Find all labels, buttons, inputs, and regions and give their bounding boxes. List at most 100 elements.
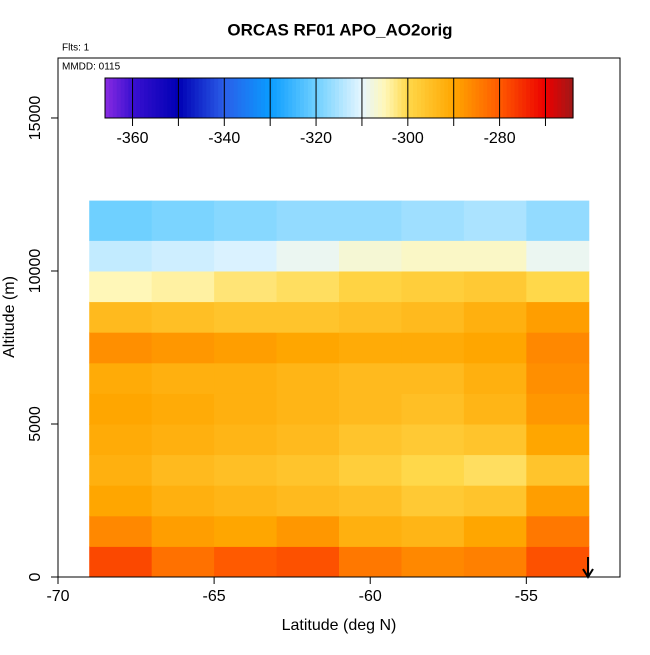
heat-cell	[401, 240, 465, 272]
y-tick-label: 0	[27, 572, 44, 581]
colorbar-swatch	[342, 78, 348, 118]
heat-cell	[339, 301, 402, 333]
heat-cell	[89, 332, 153, 364]
colorbar-swatch	[225, 78, 231, 118]
heat-cell	[401, 362, 465, 394]
colorbar-swatch	[557, 78, 562, 118]
y-tick-label: 15000	[27, 96, 44, 141]
colorbar-swatch	[128, 78, 133, 118]
heat-cell	[339, 454, 402, 486]
colorbar-swatch	[413, 78, 418, 118]
x-tick-label: -55	[515, 588, 538, 605]
heat-cell	[214, 393, 278, 425]
heat-cell	[526, 270, 590, 303]
heat-cell	[339, 240, 402, 272]
colorbar-swatch	[307, 78, 313, 118]
colorbar-swatch	[495, 78, 500, 118]
colorbar-swatch	[327, 78, 332, 118]
colorbar-swatch	[502, 78, 508, 118]
heat-cell	[526, 515, 590, 547]
colorbar-swatch	[448, 78, 453, 118]
colorbar-swatch	[218, 78, 223, 118]
heat-cell	[526, 546, 590, 578]
colorbar-swatch	[561, 78, 566, 118]
colorbar-swatch	[186, 78, 192, 118]
heat-cell	[401, 270, 465, 303]
heat-cell	[276, 454, 340, 486]
colorbar-swatch	[249, 78, 254, 118]
colorbar-swatch	[276, 78, 282, 118]
x-axis-label: Latitude (deg N)	[282, 617, 397, 634]
colorbar-swatch	[159, 78, 165, 118]
heat-cell	[151, 301, 215, 333]
colorbar-swatch	[456, 78, 461, 118]
heat-cell	[339, 423, 402, 456]
heat-cell	[89, 393, 153, 425]
colorbar-swatch	[335, 78, 340, 118]
heat-cell	[89, 485, 153, 517]
colorbar-swatch	[569, 78, 574, 118]
heat-cell	[214, 362, 278, 394]
colorbar-swatch	[530, 78, 535, 118]
heat-cell	[151, 362, 215, 394]
heat-cell	[151, 240, 215, 272]
heat-cell	[151, 270, 215, 303]
colorbar-swatch	[300, 78, 305, 118]
colorbar-swatch	[436, 78, 441, 118]
colorbar-tick-label: -340	[208, 130, 240, 147]
heat-cell	[401, 485, 465, 517]
colorbar-swatch	[319, 78, 324, 118]
heat-cell	[89, 454, 153, 486]
colorbar-swatch	[331, 78, 336, 118]
colorbar-swatch	[167, 78, 172, 118]
colorbar-swatch	[132, 78, 137, 118]
heat-cell	[463, 485, 527, 517]
colorbar-swatch	[120, 78, 126, 118]
heat-cell	[526, 362, 590, 394]
colorbar-swatch	[112, 78, 118, 118]
colorbar-frame	[104, 77, 574, 119]
colorbar-swatch	[459, 78, 465, 118]
heat-cell	[463, 454, 527, 486]
colorbar-swatch	[537, 78, 543, 118]
heat-cell	[89, 546, 153, 578]
colorbar-swatch	[311, 78, 317, 118]
heat-cell	[526, 485, 590, 517]
note: Flts: 1	[62, 43, 90, 54]
colorbar-swatch	[105, 78, 110, 118]
colorbar-swatch	[194, 78, 200, 118]
heat-cell	[276, 393, 340, 425]
colorbar-swatch	[518, 78, 523, 118]
heat-cell	[276, 240, 340, 272]
colorbar-swatch	[292, 78, 297, 118]
colorbar-swatch	[116, 78, 122, 118]
heat-cell	[339, 332, 402, 364]
colorbar-swatch	[202, 78, 207, 118]
plot-frame	[57, 57, 621, 578]
heat-cell	[463, 301, 527, 333]
heat-cell	[89, 362, 153, 394]
heat-cell	[151, 393, 215, 425]
colorbar-swatch	[526, 78, 531, 118]
colorbar-swatch	[420, 78, 426, 118]
colorbar-swatch	[284, 78, 289, 118]
heat-cell	[151, 515, 215, 547]
heat-cell	[339, 393, 402, 425]
colorbar-tick-label: -300	[392, 130, 424, 147]
heat-cell	[401, 301, 465, 333]
colorbar-swatch	[428, 78, 434, 118]
heat-cell	[151, 485, 215, 517]
colorbar-swatch	[183, 78, 188, 118]
heat-cell	[463, 423, 527, 456]
colorbar-swatch	[237, 78, 243, 118]
colorbar-swatch	[370, 78, 375, 118]
colorbar-swatch	[268, 78, 274, 118]
colorbar-swatch	[393, 78, 399, 118]
colorbar-swatch	[549, 78, 555, 118]
colorbar-swatch	[424, 78, 430, 118]
heat-cell	[276, 270, 340, 303]
colorbar-tick-label: -280	[484, 130, 516, 147]
colorbar-swatch	[108, 78, 114, 118]
heat-cell	[339, 485, 402, 517]
heat-cell	[401, 423, 465, 456]
